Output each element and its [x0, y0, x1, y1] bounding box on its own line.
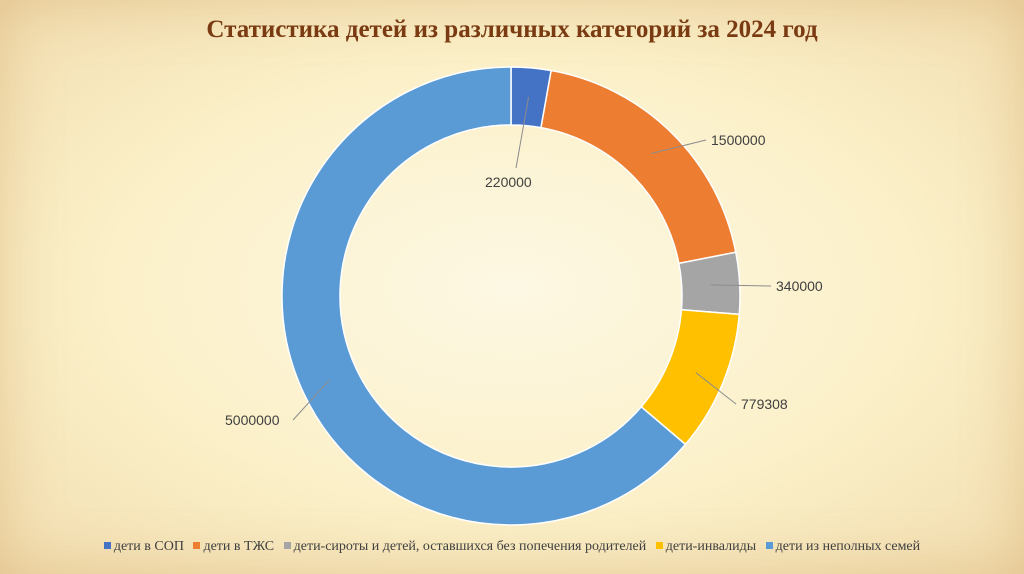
data-labels: 220000 1500000 340000 779308 5000000 — [225, 132, 823, 428]
legend-item-disabled: дети-инвалиды — [655, 539, 757, 555]
leader-lines — [292, 96, 772, 421]
legend-item-tzhs: дети в ТЖС — [193, 539, 274, 555]
legend-swatch-disabled — [655, 542, 663, 549]
leader-line-tzhs — [651, 139, 707, 154]
slice-tzhs — [540, 69, 737, 265]
data-label-tzhs: 1500000 — [711, 132, 766, 148]
legend-swatch-tzhs — [193, 542, 201, 549]
legend-label-disabled: дети-инвалиды — [665, 539, 757, 554]
legend-item-single-parent: дети из неполных семей — [765, 539, 921, 555]
leader-line-single-parent — [292, 379, 330, 421]
legend-swatch-orphans — [283, 542, 291, 549]
chart-title: Статистика детей из различных категорий … — [206, 16, 818, 43]
legend-swatch-single-parent — [765, 542, 773, 549]
legend-item-orphans: дети-сироты и детей, оставшихся без попе… — [283, 539, 647, 555]
legend-item-sop: дети в СОП — [103, 539, 184, 555]
doughnut-slices — [281, 66, 741, 526]
slice-single-parent — [281, 66, 687, 526]
leader-line-sop — [515, 96, 530, 169]
slice-orphans — [677, 251, 741, 316]
legend-swatch-sop — [103, 542, 111, 549]
legend-label-orphans: дети-сироты и детей, оставшихся без попе… — [293, 539, 647, 554]
data-label-disabled: 779308 — [741, 396, 788, 412]
legend-label-sop: дети в СОП — [113, 539, 184, 554]
legend-label-single-parent: дети из неполных семей — [775, 539, 921, 554]
chart-legend: дети в СОП дети в ТЖС дети-сироты и дете… — [0, 539, 1024, 555]
data-label-orphans: 340000 — [776, 278, 823, 294]
leader-line-orphans — [710, 284, 772, 287]
data-label-single-parent: 5000000 — [225, 412, 280, 428]
data-label-sop: 220000 — [485, 174, 532, 190]
legend-label-tzhs: дети в ТЖС — [203, 539, 275, 554]
leader-line-disabled — [695, 372, 737, 405]
